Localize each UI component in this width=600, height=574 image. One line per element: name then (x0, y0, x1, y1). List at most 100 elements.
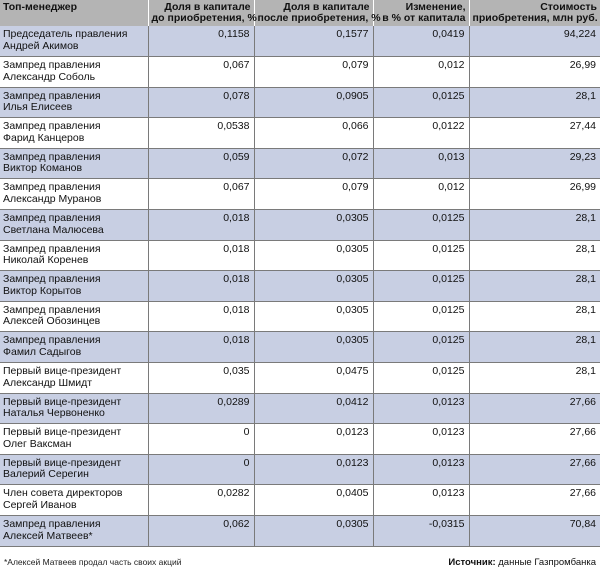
change-cell: -0,0315 (373, 515, 470, 547)
share-before-cell: 0,018 (148, 209, 255, 241)
cost-cell: 26,99 (469, 56, 600, 88)
header-change: Изменение, в % от капитала (373, 0, 470, 26)
share-after-cell: 0,0123 (254, 454, 374, 486)
manager-role: Зампред правления (3, 303, 101, 316)
manager-role: Член совета директоров (3, 487, 123, 500)
manager-role: Первый вице-президент (3, 365, 122, 378)
share-after-cell: 0,0905 (254, 87, 374, 119)
manager-cell: Первый вице-президент Александр Шмидт (0, 362, 149, 394)
share-after-cell: 0,0305 (254, 301, 374, 333)
manager-role: Зампред правления (3, 150, 101, 163)
source-label: Источник: (448, 557, 496, 568)
share-after-cell: 0,0305 (254, 240, 374, 272)
share-before-cell: 0,078 (148, 87, 255, 119)
cost-cell: 28,1 (469, 209, 600, 241)
share-after-cell: 0,0412 (254, 393, 374, 425)
cost-cell: 28,1 (469, 362, 600, 394)
table-row: Зампред правления Александр Соболь 0,067 0,… (0, 56, 600, 88)
cost-cell: 26,99 (469, 178, 600, 211)
manager-name: Алексей Обозинцев (3, 315, 101, 328)
share-after-cell: 0,0305 (254, 270, 374, 302)
table-row: Зампред правления Алексей Обозинцев 0,018 0… (0, 301, 600, 333)
manager-cell: Зампред правления Александр Соболь (0, 56, 149, 88)
manager-role: Первый вице-президент (3, 426, 122, 439)
change-cell: 0,013 (373, 148, 470, 180)
table-row: Зампред правления Александр Муранов 0,067 0… (0, 178, 600, 211)
manager-cell: Зампред правления Алексей Обозинцев (0, 301, 149, 333)
header-share-before: Доля в капитале до приобретения, % (148, 0, 257, 26)
share-before-cell: 0,062 (148, 515, 255, 547)
header-manager: Топ-менеджер (0, 0, 149, 26)
manager-role: Председатель правления (3, 28, 128, 40)
change-cell: 0,0123 (373, 393, 470, 425)
manager-cell: Зампред правления Александр Муранов (0, 178, 149, 211)
table-body: Председатель правления Андрей Акимов 0,115… (0, 26, 600, 547)
manager-role: Зампред правления (3, 334, 101, 347)
share-before-cell: 0,1158 (148, 26, 255, 58)
table-row: Первый вице-президент Наталья Червоненко 0… (0, 393, 600, 425)
footnote: *Алексей Матвеев продал часть своих акци… (4, 557, 182, 567)
manager-name: Виктор Корытов (3, 284, 82, 297)
manager-cell: Зампред правления Фарид Канцеров (0, 117, 149, 149)
manager-name: Александр Шмидт (3, 376, 93, 389)
manager-cell: Зампред правления Виктор Корытов (0, 270, 149, 302)
manager-role: Зампред правления (3, 518, 101, 530)
share-after-cell: 0,066 (254, 117, 374, 149)
source-credit: Источник: данные Газпромбанка (448, 557, 596, 568)
share-before-cell: 0,018 (148, 270, 255, 302)
manager-role: Зампред правления (3, 212, 101, 225)
manager-name: Илья Елисеев (3, 101, 73, 114)
cost-cell: 94,224 (469, 26, 600, 58)
header-cost: Стоимость приобретения, млн руб. (469, 0, 600, 26)
manager-cell: Зампред правления Илья Елисеев (0, 87, 149, 119)
table-row: Зампред правления Алексей Матвеев* 0,062 0,… (0, 515, 600, 547)
manager-name: Наталья Червоненко (3, 407, 105, 420)
manager-cell: Первый вице-президент Олег Ваксман (0, 423, 149, 455)
cost-cell: 28,1 (469, 240, 600, 272)
manager-role: Зампред правления (3, 59, 101, 72)
share-after-cell: 0,0305 (254, 209, 374, 241)
share-after-cell: 0,0305 (254, 331, 374, 364)
manager-cell: Зампред правления Николай Коренев (0, 240, 149, 272)
table-header-row: Топ-менеджер Доля в капитале до приобрет… (0, 0, 600, 26)
table-row: Зампред правления Фарид Канцеров 0,0538 0,0… (0, 117, 600, 149)
table-row: Зампред правления Светлана Малюсева 0,018 0… (0, 209, 600, 241)
share-before-cell: 0 (148, 454, 255, 486)
share-before-cell: 0,018 (148, 331, 255, 364)
table-row: Первый вице-президент Александр Шмидт 0,03… (0, 362, 600, 394)
share-before-cell: 0,067 (148, 178, 255, 211)
share-after-cell: 0,0123 (254, 423, 374, 455)
manager-name: Светлана Малюсева (3, 223, 104, 236)
manager-role: Первый вице-президент (3, 395, 122, 408)
change-cell: 0,012 (373, 56, 470, 88)
manager-cell: Зампред правления Фамил Садыгов (0, 331, 149, 364)
manager-role: Первый вице-президент (3, 456, 122, 469)
share-before-cell: 0,035 (148, 362, 255, 394)
share-before-cell: 0,067 (148, 56, 255, 88)
manager-name: Фамил Садыгов (3, 345, 82, 358)
cost-cell: 28,1 (469, 331, 600, 364)
share-after-cell: 0,1577 (254, 26, 374, 58)
table-row: Зампред правления Николай Коренев 0,018 0,0… (0, 240, 600, 272)
manager-cell: Член совета директоров Сергей Иванов (0, 484, 149, 516)
change-cell: 0,0125 (373, 362, 470, 394)
manager-name: Андрей Акимов (3, 39, 79, 52)
manager-cell: Первый вице-президент Наталья Червоненко (0, 393, 149, 425)
manager-name: Валерий Серегин (3, 468, 89, 481)
cost-cell: 27,66 (469, 454, 600, 486)
share-before-cell: 0,018 (148, 301, 255, 333)
manager-cell: Зампред правления Виктор Команов (0, 148, 149, 180)
manager-name: Фарид Канцеров (3, 131, 85, 144)
manager-name: Александр Соболь (3, 70, 96, 83)
share-after-cell: 0,079 (254, 56, 374, 88)
cost-cell: 27,66 (469, 393, 600, 425)
share-after-cell: 0,072 (254, 148, 374, 180)
change-cell: 0,0125 (373, 270, 470, 302)
manager-name: Александр Муранов (3, 192, 102, 205)
change-cell: 0,0125 (373, 301, 470, 333)
manager-name: Сергей Иванов (3, 498, 77, 511)
share-before-cell: 0,0538 (148, 117, 255, 149)
header-share-after: Доля в капитале после приобретения, % (254, 0, 381, 26)
manager-role: Зампред правления (3, 242, 101, 255)
manager-name: Олег Ваксман (3, 437, 72, 450)
